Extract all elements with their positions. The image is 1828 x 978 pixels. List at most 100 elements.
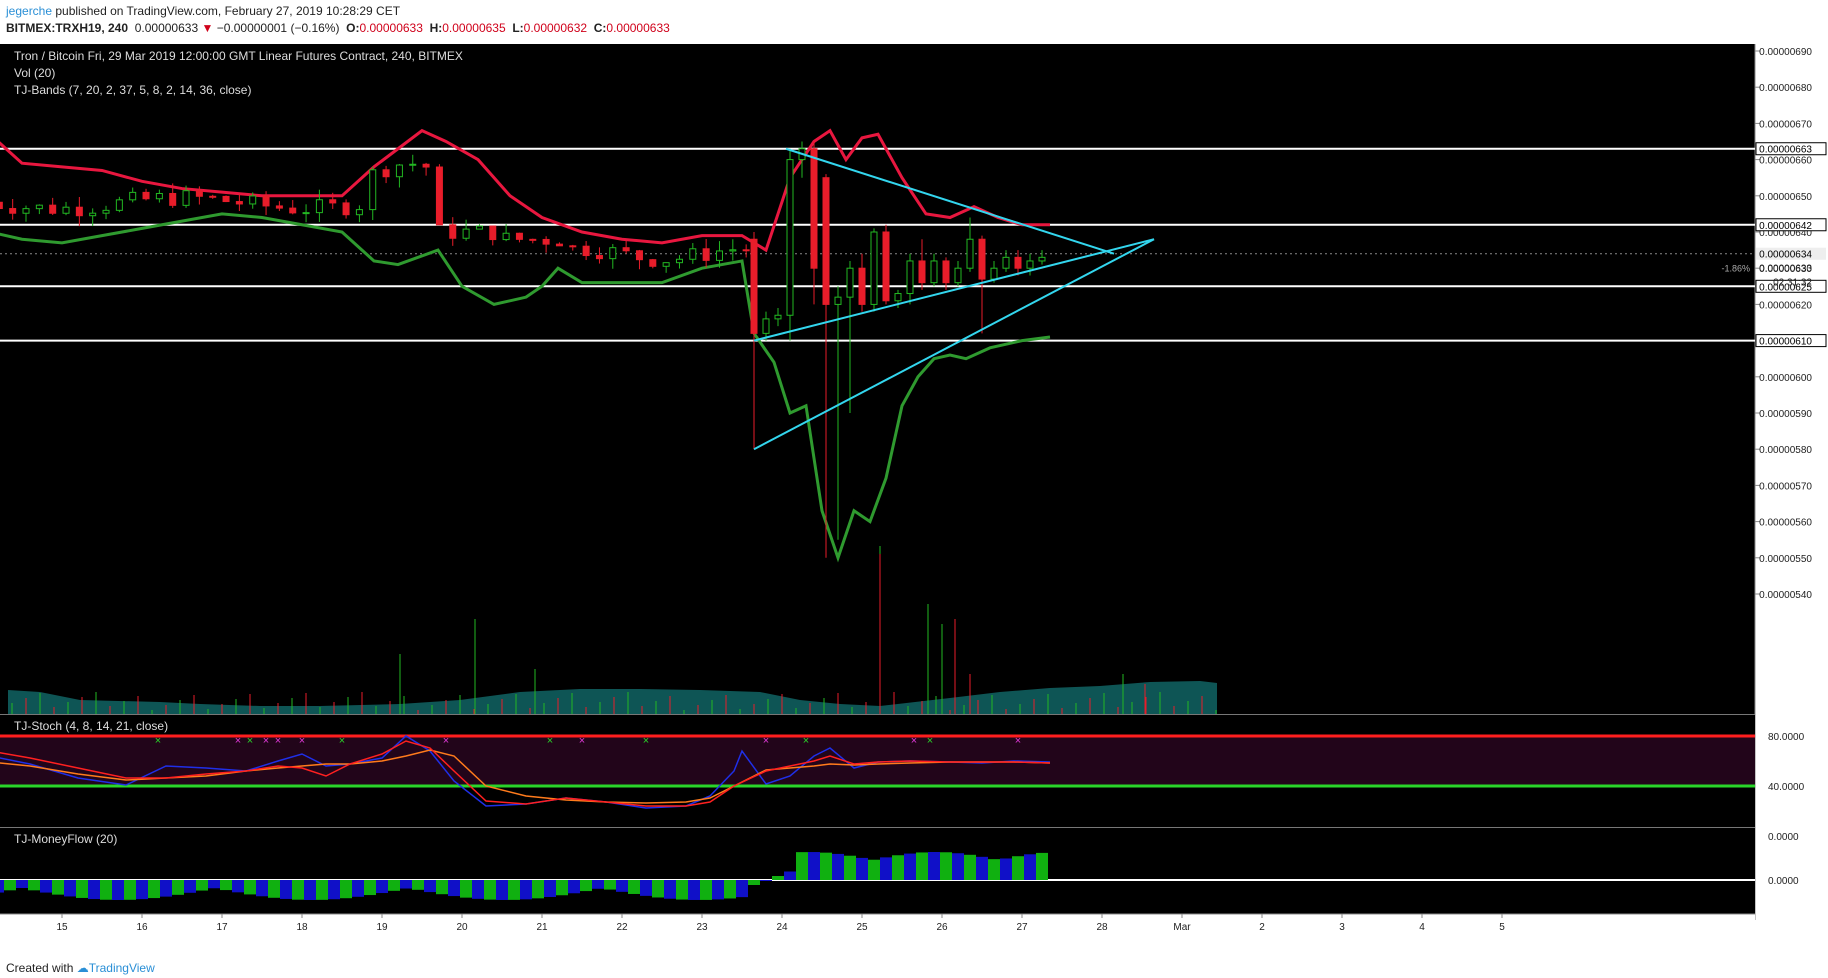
moneyflow-pane[interactable]: TJ-MoneyFlow (20) 0.0000 xyxy=(0,827,1799,915)
stoch-line-red xyxy=(0,740,1051,807)
moneyflow-bar xyxy=(388,880,400,891)
candle-body xyxy=(155,192,163,200)
moneyflow-bar xyxy=(400,880,412,889)
moneyflow-bar xyxy=(232,880,244,893)
time-tick-label: 2 xyxy=(1259,922,1265,933)
price-axis[interactable] xyxy=(1755,44,1828,914)
footer-brand[interactable]: TradingView xyxy=(88,961,155,975)
moneyflow-bar xyxy=(592,880,604,889)
time-axis[interactable]: 15 16 17 18 19 20 21 22 23 24 25 26 27 28 Mar 2 3 4 5 xyxy=(0,913,1755,938)
candle-body xyxy=(235,201,243,205)
candle-body xyxy=(75,206,83,217)
time-tick-label: 26 xyxy=(936,922,948,933)
price-tick-label: 0.00000670 xyxy=(1759,119,1812,130)
candle-body xyxy=(569,245,577,248)
time-axis-background xyxy=(0,914,1755,938)
candle-body xyxy=(930,260,938,284)
trendline xyxy=(785,147,1115,255)
moneyflow-bar xyxy=(532,880,544,899)
open-label: O: xyxy=(346,21,360,35)
stoch-pane[interactable]: TJ-Stoch (4, 8, 14, 21, close) × × × × × × × × ×… xyxy=(0,714,1805,844)
candle-body xyxy=(846,267,854,298)
candle-body xyxy=(622,247,630,252)
main-pane[interactable]: Tron / Bitcoin Fri, 29 Mar 2019 12:00:00… xyxy=(0,44,1828,920)
last-price-label: 0.00000633 xyxy=(1759,263,1812,274)
candle-body xyxy=(1026,260,1034,269)
candle-body xyxy=(918,260,926,284)
candle-body xyxy=(35,204,43,210)
time-tick-label: 23 xyxy=(696,922,708,933)
moneyflow-bar xyxy=(1024,854,1036,880)
candle-body xyxy=(555,243,563,247)
moneyflow-bar xyxy=(844,855,856,880)
price-tick-label: 0.00000580 xyxy=(1759,445,1812,456)
time-tick-label: 4 xyxy=(1419,922,1425,933)
candle-body xyxy=(9,208,17,214)
candles xyxy=(0,141,1046,558)
chart-area[interactable]: Tron / Bitcoin Fri, 29 Mar 2019 12:00:00… xyxy=(0,44,1828,944)
price-tick-label: 0.00000650 xyxy=(1759,192,1812,203)
low-value: 0.00000632 xyxy=(523,21,588,35)
stoch-cross-mark: × xyxy=(643,735,649,747)
price-level-tag xyxy=(1755,334,1827,348)
moneyflow-zero-label: 0.0000 xyxy=(1768,876,1799,887)
moneyflow-bar xyxy=(0,880,4,893)
candle-body xyxy=(395,164,403,178)
author-link[interactable]: jegerche xyxy=(6,4,53,18)
moneyflow-bar xyxy=(976,856,988,880)
candle-body xyxy=(762,318,770,334)
candle-body xyxy=(142,191,150,200)
time-tick-label: 3 xyxy=(1339,922,1345,933)
candle-body xyxy=(1038,256,1046,262)
price-tick-label: 0.00000690 xyxy=(1759,47,1812,58)
candle-body xyxy=(62,206,70,214)
moneyflow-bar xyxy=(364,880,376,896)
moneyflow-bar xyxy=(256,880,268,897)
moneyflow-bar xyxy=(688,880,700,900)
candle-body xyxy=(729,249,737,252)
moneyflow-bar xyxy=(568,880,580,894)
moneyflow-bar xyxy=(916,852,928,880)
price-level-tag xyxy=(1755,218,1827,232)
stoch-ticks: 80.0000 40.0000 0.0000 xyxy=(1768,732,1805,843)
moneyflow-bar xyxy=(484,880,496,900)
moneyflow-bar xyxy=(724,880,736,899)
volume-bars xyxy=(8,546,1217,714)
price-level-tag xyxy=(1755,142,1827,156)
countdown-label: 02:31:32 xyxy=(1773,277,1812,288)
candle-body xyxy=(742,249,750,252)
change-percent-label: -1.86% xyxy=(1721,263,1750,273)
candle-body xyxy=(435,166,443,226)
candle-body xyxy=(502,232,510,241)
stoch-cross-mark: × xyxy=(547,735,553,747)
moneyflow-bar xyxy=(676,880,688,900)
price-tick-label: 0.00000550 xyxy=(1759,554,1812,565)
close-value: 0.00000633 xyxy=(606,21,670,35)
moneyflow-bar xyxy=(352,880,364,897)
stoch-zone xyxy=(0,736,1755,786)
change-value: −0.00000001 (−0.16%) xyxy=(216,21,340,35)
price-tick-label: 0.00000640 xyxy=(1759,228,1812,239)
time-tick-label: 27 xyxy=(1016,922,1028,933)
moneyflow-bar xyxy=(16,880,28,889)
tradingview-logo-icon[interactable]: ☁ xyxy=(76,961,89,975)
moneyflow-bar xyxy=(496,880,508,900)
stoch-line-orange xyxy=(0,749,1051,804)
stoch-tick-label: 0.0000 xyxy=(1768,832,1799,843)
moneyflow-bar xyxy=(136,880,148,900)
candle-body xyxy=(89,212,97,217)
candle-body xyxy=(858,267,866,305)
moneyflow-bar xyxy=(208,880,220,889)
candle-body xyxy=(822,177,830,305)
candle-body xyxy=(102,209,110,214)
volume-legend: Vol (20) xyxy=(14,66,55,80)
candle-body xyxy=(882,231,890,302)
candle-body xyxy=(489,225,497,241)
price-tick-label: 0.00000590 xyxy=(1759,409,1812,420)
stoch-cross-mark: × xyxy=(155,735,161,747)
candle-body xyxy=(810,148,818,269)
moneyflow-bar xyxy=(1000,858,1012,880)
low-label: L: xyxy=(512,21,524,35)
candle-body xyxy=(409,163,417,166)
stoch-cross-mark: × xyxy=(1015,735,1021,747)
